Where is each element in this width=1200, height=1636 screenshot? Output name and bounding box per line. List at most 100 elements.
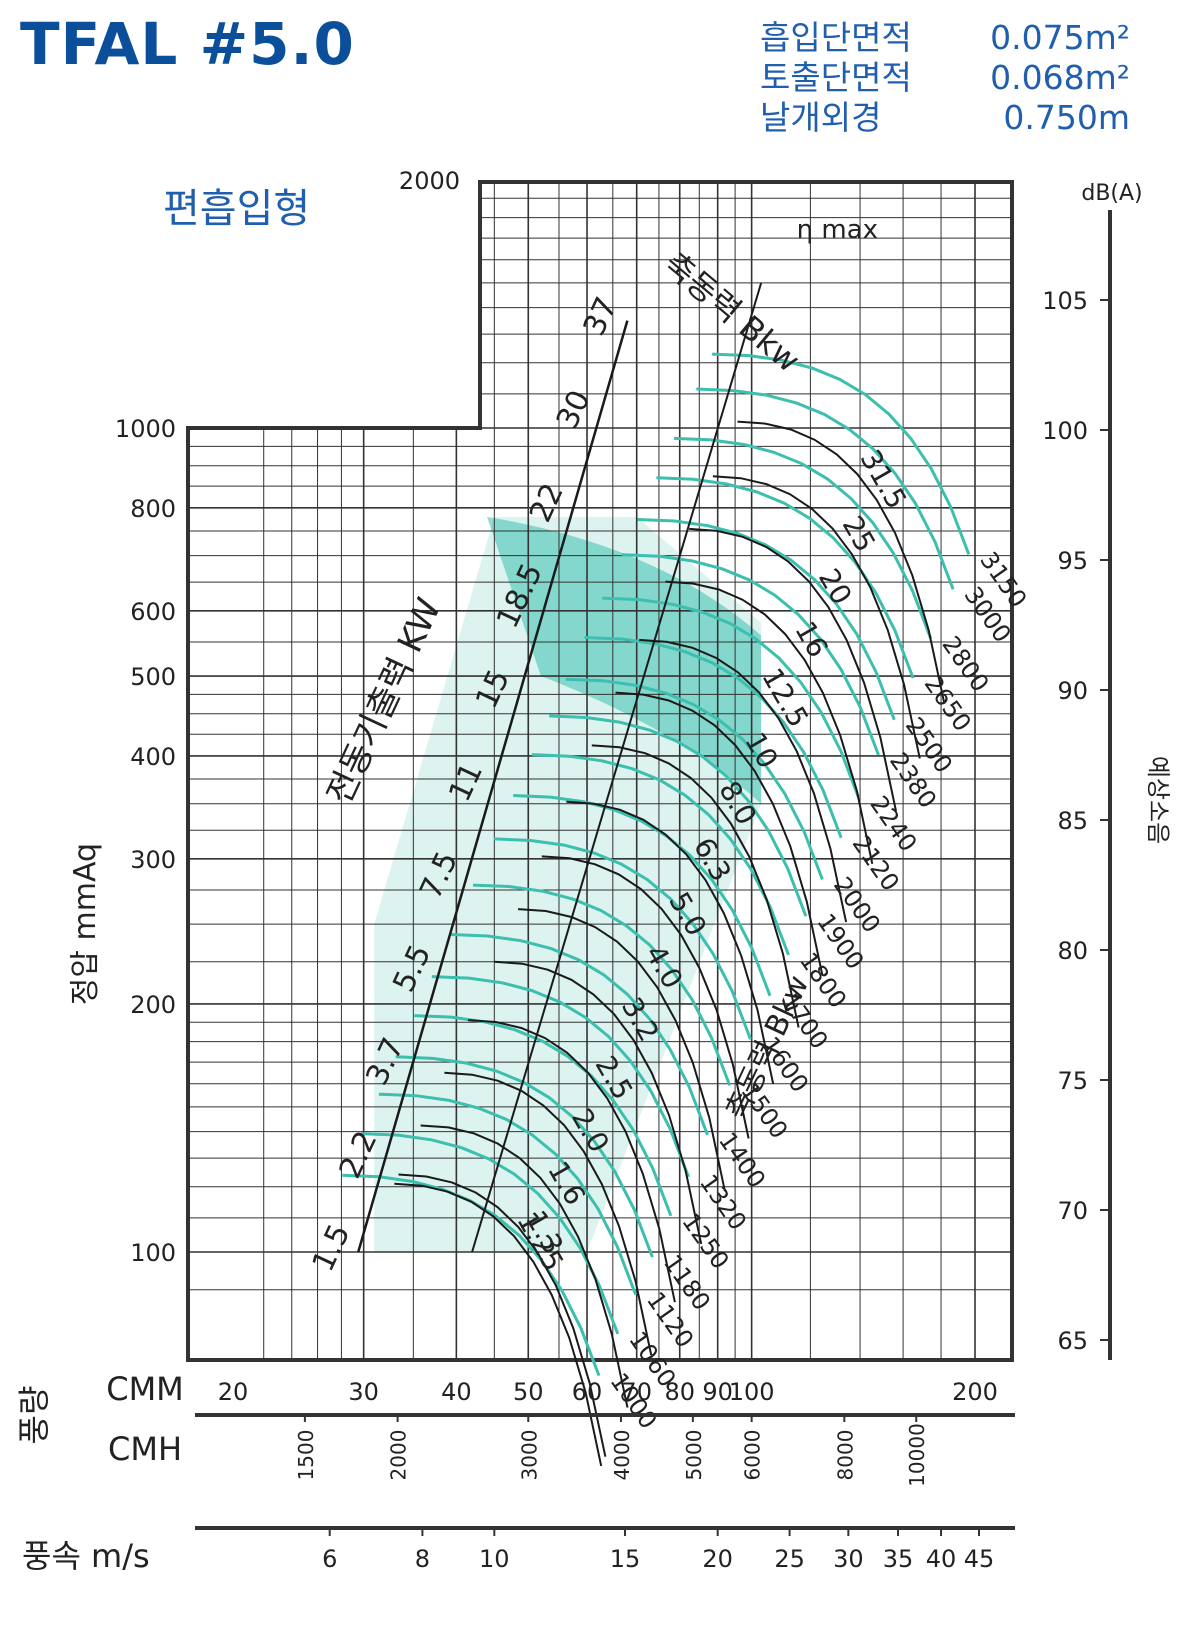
noise-tick-label: 85 (1057, 807, 1088, 835)
spec-row-diameter: 날개외경 0.750m (760, 98, 1130, 138)
rpm-curve (637, 518, 896, 721)
power-curve (665, 580, 874, 865)
noise-tick-label: 65 (1057, 1327, 1088, 1355)
power-curve (394, 1182, 603, 1467)
grid-layer (186, 180, 1014, 1362)
high-efficiency-zone (487, 516, 762, 804)
y-tick-label: 400 (130, 743, 176, 771)
spec-label: 흡입단면적 (760, 18, 912, 57)
power-curve (494, 960, 703, 1245)
power-curve (712, 475, 921, 759)
noise-axis-label: 예상소음 (1144, 756, 1172, 844)
power-curve (591, 744, 800, 1028)
velocity-tick-label: 40 (926, 1545, 957, 1573)
cmh-tick-label: 3000 (517, 1430, 541, 1481)
cmh-tick-label: 8000 (833, 1430, 857, 1481)
rpm-curve-layer (342, 352, 971, 1377)
rpm-curve (395, 1055, 654, 1258)
y-tick-label: 600 (130, 598, 176, 626)
cmm-tick-label: 60 (572, 1378, 603, 1406)
velocity-tick-label: 6 (322, 1545, 337, 1573)
cmh-label: CMH (108, 1430, 182, 1468)
cmm-tick-label: 20 (218, 1378, 249, 1406)
power-curve (639, 638, 848, 923)
axis-layer: 100 200 300 400 500 600 800 1000 2000 정압 mmAq 20 30… (15, 167, 1172, 1575)
rpm-curve (621, 553, 880, 756)
cmh-tick-label: 6000 (741, 1430, 765, 1481)
rpm-curve (342, 1173, 601, 1377)
y-tick-label: 1000 (115, 415, 176, 443)
y-axis-label: 정압 mmAq (68, 843, 103, 1005)
rpm-curve (531, 753, 790, 956)
rpm-curve (549, 714, 808, 917)
y-tick-label: 200 (130, 991, 176, 1019)
spec-row-outlet: 토출단면적 0.068m² (760, 58, 1130, 98)
rpm-curve (450, 933, 709, 1136)
power-curve (518, 908, 726, 1192)
shaft-power-label: 20 (812, 563, 858, 610)
rpm-curve (565, 677, 824, 881)
velocity-tick-label: 45 (964, 1545, 995, 1573)
y-tick-label: 300 (130, 846, 176, 874)
y-tick-label: 500 (130, 663, 176, 691)
operating-region-layer (374, 516, 762, 1252)
shaft-power-label: 31.5 (854, 444, 914, 514)
rpm-curve (493, 837, 752, 1040)
y-tick-label: 2000 (399, 167, 460, 195)
y-tick-label: 100 (130, 1239, 176, 1267)
cmm-label: CMM (106, 1370, 184, 1408)
power-curve (566, 800, 775, 1085)
flow-group-label: 풍량 (15, 1386, 53, 1445)
spec-table: 흡입단면적 0.075m² 토출단면적 0.068m² 날개외경 0.750m (760, 18, 1130, 138)
noise-tick-label: 95 (1057, 547, 1088, 575)
power-curve (468, 1019, 676, 1303)
power-curve (398, 1173, 607, 1457)
rpm-curve (602, 596, 861, 799)
shaft-power-label: 12.5 (755, 662, 815, 732)
chart-subtitle: 편흡입형 (163, 186, 311, 232)
noise-unit-label: dB(A) (1081, 181, 1142, 206)
velocity-tick-label: 30 (833, 1545, 864, 1573)
cmm-tick-label: 90 (702, 1378, 733, 1406)
power-curve-layer (394, 420, 946, 1467)
noise-tick-label: 100 (1042, 417, 1088, 445)
motor-output-line (357, 320, 629, 1253)
label-layer: 1000106011201180125013201400150016001700… (306, 215, 1033, 1434)
cmh-tick-label: 10000 (905, 1423, 929, 1487)
rpm-curve (696, 387, 955, 590)
noise-tick-label: 75 (1057, 1067, 1088, 1095)
cmm-tick-label: 70 (621, 1378, 652, 1406)
eta-max-label: η max (797, 215, 878, 245)
rpm-curve (656, 476, 915, 679)
noise-tick-label: 90 (1057, 677, 1088, 705)
rpm-curve (361, 1132, 620, 1335)
model-title: TFAL #5.0 (20, 10, 355, 78)
velocity-label: 풍속 m/s (22, 1537, 150, 1575)
cmm-tick-label: 200 (952, 1378, 998, 1406)
spec-value: 0.075m² (990, 18, 1130, 57)
spec-label: 토출단면적 (760, 58, 912, 97)
cmh-tick-label: 4000 (610, 1430, 634, 1481)
rpm-curve (712, 352, 971, 555)
spec-row-inlet: 흡입단면적 0.075m² (760, 18, 1130, 58)
cmm-tick-label: 50 (513, 1378, 544, 1406)
rpm-curve (472, 883, 732, 1086)
velocity-tick-label: 15 (610, 1545, 641, 1573)
spec-value: 0.068m² (990, 58, 1130, 97)
cmm-tick-label: 80 (664, 1378, 695, 1406)
cmh-tick-label: 2000 (387, 1430, 411, 1481)
cmm-tick-label: 30 (348, 1378, 379, 1406)
spec-value: 0.750m (1003, 98, 1130, 137)
rpm-curve (674, 436, 933, 640)
velocity-tick-label: 10 (479, 1545, 510, 1573)
noise-tick-label: 70 (1057, 1197, 1088, 1225)
velocity-tick-label: 35 (883, 1545, 914, 1573)
rpm-curve (584, 636, 843, 839)
motor-output-label: 30 (550, 385, 598, 434)
power-curve (541, 855, 750, 1139)
power-curve (737, 420, 946, 705)
power-curve (615, 691, 824, 976)
velocity-tick-label: 20 (702, 1545, 733, 1573)
shaft-power-label: 16 (788, 616, 834, 663)
